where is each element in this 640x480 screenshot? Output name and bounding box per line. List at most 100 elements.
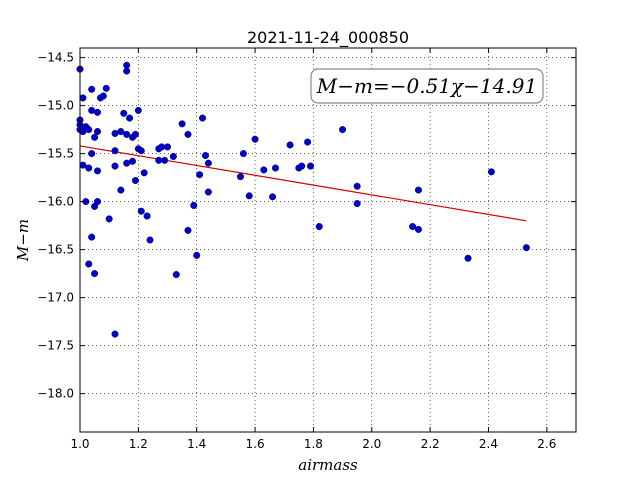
- data-point: [85, 260, 93, 268]
- data-point: [102, 84, 110, 92]
- data-point: [193, 251, 201, 259]
- y-tick-label: −14.5: [37, 51, 74, 65]
- data-point: [123, 159, 131, 167]
- data-point: [140, 169, 148, 177]
- data-point: [315, 223, 323, 231]
- x-tick-label: 1.8: [304, 437, 323, 451]
- data-point: [129, 157, 137, 165]
- grid-lines: [79, 48, 576, 432]
- data-point: [94, 167, 102, 175]
- x-axis-label: airmass: [298, 456, 358, 474]
- data-point: [134, 106, 142, 114]
- data-point: [155, 156, 163, 164]
- data-point: [236, 173, 244, 181]
- y-tick-label: −16.5: [37, 243, 74, 257]
- data-points: [76, 61, 530, 338]
- data-point: [158, 143, 166, 151]
- data-point: [137, 207, 145, 215]
- y-tick-label: −18.0: [37, 387, 74, 401]
- data-point: [204, 188, 212, 196]
- y-axis-ticks: −14.5 −15.0 −15.5 −16.0 −16.5 −17.0 −17.5 −18.0: [37, 51, 576, 401]
- x-tick-label: 2.0: [362, 437, 381, 451]
- data-point: [94, 108, 102, 116]
- data-point: [184, 226, 192, 234]
- data-point: [306, 162, 314, 170]
- plot-frame: [79, 47, 577, 433]
- data-point: [161, 156, 169, 164]
- data-point: [91, 133, 99, 141]
- data-point: [269, 193, 277, 201]
- data-point: [204, 159, 212, 167]
- x-tick-label: 2.2: [421, 437, 440, 451]
- data-point: [88, 106, 96, 114]
- data-point: [105, 215, 113, 223]
- y-tick-label: −15.5: [37, 147, 74, 161]
- data-point: [304, 138, 312, 146]
- data-point: [91, 270, 99, 278]
- data-point: [169, 152, 177, 160]
- data-point: [251, 135, 259, 143]
- data-point: [414, 186, 422, 194]
- x-tick-label: 2.4: [479, 437, 498, 451]
- data-point: [126, 114, 134, 122]
- data-point: [260, 166, 268, 174]
- data-point: [172, 271, 180, 279]
- data-point: [286, 141, 294, 149]
- fit-annotation-box: [310, 68, 544, 104]
- data-point: [88, 233, 96, 241]
- data-point: [85, 164, 93, 172]
- data-point: [190, 201, 198, 209]
- data-point: [88, 85, 96, 93]
- data-point: [178, 120, 186, 128]
- data-point: [522, 244, 530, 252]
- data-point: [131, 130, 139, 138]
- data-point: [99, 92, 107, 100]
- data-point: [146, 236, 154, 244]
- data-point: [123, 130, 131, 138]
- data-point: [271, 164, 279, 172]
- chart-title: 2021-11-24_000850: [247, 28, 409, 48]
- data-point: [111, 162, 119, 170]
- x-tick-label: 1.6: [246, 437, 265, 451]
- y-axis-label: M−m: [14, 219, 32, 262]
- data-point: [111, 129, 119, 137]
- data-point: [131, 176, 139, 184]
- data-point: [120, 109, 128, 117]
- data-point: [298, 162, 306, 170]
- data-point: [111, 147, 119, 155]
- data-point: [117, 128, 125, 136]
- fit-annotation: M−m=−0.51χ−14.91: [310, 68, 544, 104]
- data-point: [123, 67, 131, 75]
- data-point: [94, 128, 102, 136]
- y-tick-label: −17.0: [37, 291, 74, 305]
- data-point: [111, 330, 119, 338]
- x-tick-label: 1.0: [70, 437, 89, 451]
- data-point: [353, 200, 361, 208]
- y-tick-label: −15.0: [37, 99, 74, 113]
- y-tick-label: −16.0: [37, 195, 74, 209]
- data-point: [245, 192, 253, 200]
- data-point: [137, 147, 145, 155]
- x-tick-label: 2.6: [537, 437, 556, 451]
- data-point: [199, 114, 207, 122]
- x-tick-label: 1.4: [187, 437, 206, 451]
- data-point: [88, 150, 96, 158]
- data-point: [184, 130, 192, 138]
- fit-line: [79, 145, 527, 222]
- data-point: [239, 150, 247, 158]
- data-point: [117, 186, 125, 194]
- data-point: [143, 212, 151, 220]
- data-point: [79, 161, 87, 169]
- fit-line-layer: [79, 145, 527, 222]
- data-point: [164, 143, 172, 151]
- data-point: [487, 168, 495, 176]
- data-point: [464, 254, 472, 262]
- y-tick-label: −17.5: [37, 339, 74, 353]
- data-point: [353, 182, 361, 190]
- data-point: [414, 225, 422, 233]
- data-point: [94, 198, 102, 206]
- data-point: [79, 94, 87, 102]
- fit-annotation-text: M−m=−0.51χ−14.91: [316, 74, 537, 98]
- data-point: [196, 171, 204, 179]
